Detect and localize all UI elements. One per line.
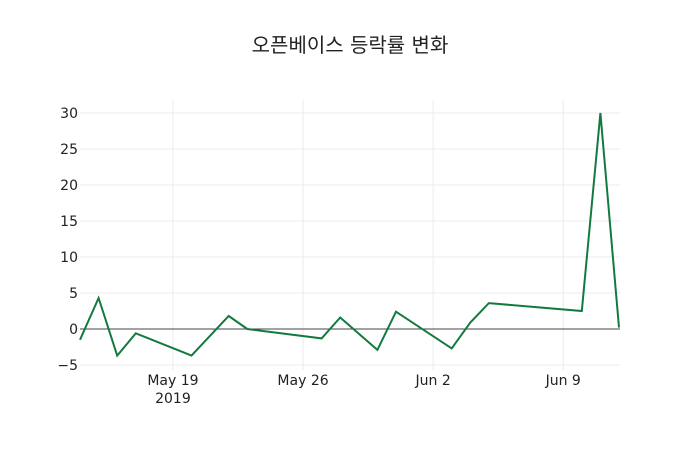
x-tick-year-label: 2019 — [155, 391, 191, 407]
x-tick-label: Jun 9 — [545, 373, 581, 389]
x-axis: May 19 2019 May 26 Jun 2 Jun 9 — [147, 373, 581, 407]
x-tick-label: May 19 — [147, 373, 198, 389]
x-tick-label: Jun 2 — [415, 373, 451, 389]
data-line — [79, 112, 620, 358]
y-tick-label: −5 — [57, 358, 78, 374]
y-tick-label: 5 — [69, 286, 78, 302]
x-tick-label: May 26 — [277, 373, 328, 389]
y-tick-label: 20 — [60, 178, 78, 194]
y-tick-label: 10 — [60, 250, 78, 266]
gridlines — [80, 100, 620, 370]
chart-title: 오픈베이스 등락률 변화 — [251, 33, 449, 57]
y-tick-label: 15 — [60, 214, 78, 230]
y-tick-label: 25 — [60, 142, 78, 158]
y-tick-label: 0 — [69, 322, 78, 338]
y-tick-label: 30 — [60, 106, 78, 122]
y-axis: −5 0 5 10 15 20 25 30 — [57, 106, 78, 374]
